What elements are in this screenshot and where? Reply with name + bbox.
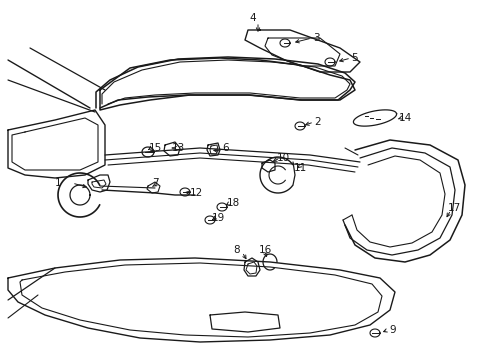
Text: 5: 5 (351, 53, 358, 63)
Text: 19: 19 (211, 213, 224, 223)
Text: 12: 12 (189, 188, 202, 198)
Text: 14: 14 (398, 113, 411, 123)
Text: 4: 4 (249, 13, 256, 23)
Text: 6: 6 (222, 143, 229, 153)
Text: 7: 7 (151, 178, 158, 188)
Text: 13: 13 (171, 143, 184, 153)
Text: 3: 3 (312, 33, 319, 43)
Text: 17: 17 (447, 203, 460, 213)
Text: 9: 9 (389, 325, 395, 335)
Text: 18: 18 (226, 198, 239, 208)
Text: 11: 11 (293, 163, 306, 173)
Text: 1: 1 (55, 178, 61, 188)
Text: 8: 8 (233, 245, 240, 255)
Text: 16: 16 (258, 245, 271, 255)
Text: 2: 2 (314, 117, 321, 127)
Text: 10: 10 (276, 153, 289, 163)
Text: 15: 15 (148, 143, 162, 153)
